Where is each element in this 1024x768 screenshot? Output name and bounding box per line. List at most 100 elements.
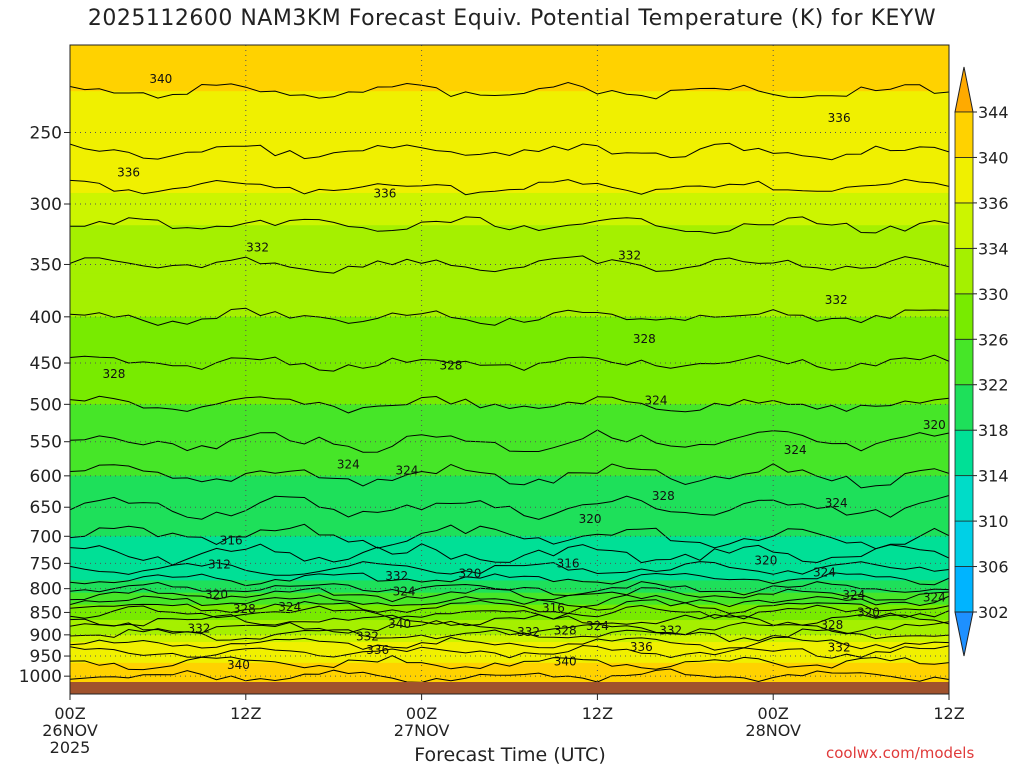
contour-line (70, 429, 949, 453)
field-band (70, 245, 949, 256)
field-band (70, 470, 949, 477)
field-band (70, 404, 949, 412)
field-band (70, 659, 949, 664)
field-band (70, 169, 949, 183)
field-band (70, 576, 949, 581)
field-band (70, 363, 949, 371)
field-band (70, 45, 949, 62)
field-band (70, 620, 949, 625)
contour-label: 324 (278, 600, 301, 614)
y-tick-label: 350 (30, 255, 62, 275)
field-band (70, 464, 949, 471)
field-band (70, 214, 949, 226)
field-band (70, 410, 949, 418)
y-tick-label: 400 (30, 308, 62, 328)
site-credit[interactable]: coolwx.com/models (826, 744, 975, 762)
contour-label: 332 (828, 641, 851, 655)
colorbar: 302 306 310 314 318 322 326 330 334 336 340 344 (954, 66, 1009, 657)
field-band (70, 588, 949, 594)
y-tick-label: 450 (30, 354, 62, 374)
contour-line (70, 594, 949, 608)
x-tick-year: 2025 (50, 738, 91, 757)
field-band (70, 638, 949, 643)
x-tick-label: 00Z (758, 704, 789, 723)
field-band (70, 669, 949, 674)
y-tick-label: 750 (30, 554, 62, 574)
y-tick-label: 650 (30, 498, 62, 518)
field-band (70, 91, 949, 107)
contour-line (70, 620, 949, 636)
colorbar-label: 326 (978, 330, 1009, 349)
contour-line (70, 599, 949, 615)
field-band (70, 282, 949, 293)
contour-label: 320 (579, 512, 602, 526)
contour-line (70, 307, 949, 326)
x-axis-label: Forecast Time (UTC) (414, 744, 606, 766)
colorbar-bin (954, 429, 974, 477)
colorbar-label: 318 (978, 421, 1009, 440)
field-surface-band (70, 676, 949, 682)
x-tick-date: 26NOV (42, 721, 98, 740)
field-band (70, 255, 949, 266)
contour-label: 340 (554, 654, 577, 668)
contour-label: 324 (842, 588, 865, 602)
contour-line (70, 178, 949, 196)
colorbar-label: 314 (978, 467, 1009, 486)
y-tick-label: 500 (30, 395, 62, 415)
field-band (70, 600, 949, 606)
plot-frame (69, 44, 950, 695)
contour-label: 320 (205, 587, 228, 601)
field-band (70, 316, 949, 326)
field-band (70, 526, 949, 533)
field-band (70, 592, 949, 598)
contour-label: 324 (337, 458, 360, 472)
field-band (70, 435, 949, 443)
field-band (70, 634, 949, 640)
contour-line (70, 523, 949, 550)
contour-label: 332 (385, 569, 408, 583)
field-band (70, 481, 949, 488)
field-band (70, 105, 949, 120)
field-band (70, 429, 949, 437)
field-band (70, 308, 949, 318)
x-tick-label: 12Z (230, 704, 261, 723)
contour-label: 324 (813, 566, 836, 580)
colorbar-label: 310 (978, 512, 1009, 531)
contour-line (70, 255, 949, 274)
contour-label: 320 (923, 418, 946, 432)
colorbar-bin (954, 475, 974, 522)
field-band (70, 273, 949, 284)
colorbar-bin (954, 338, 974, 386)
field-band (70, 540, 949, 547)
field-band (70, 132, 949, 146)
contour-label: 328 (820, 618, 843, 632)
contour-line (70, 354, 949, 372)
field-band (70, 417, 949, 425)
colorbar-bin (954, 520, 974, 567)
colorbar-label: 334 (978, 239, 1009, 258)
field-band (70, 536, 949, 542)
field-band (70, 157, 949, 171)
chart-title: 2025112600 NAM3KM Forecast Equiv. Potent… (87, 6, 937, 31)
field-band (70, 486, 949, 493)
colorbar-bin (954, 384, 974, 431)
ground-surface (70, 682, 949, 694)
contour-label: 324 (923, 590, 946, 604)
x-tick-label: 12Z (933, 704, 964, 723)
contour-label: 324 (825, 496, 848, 510)
colorbar-label: 340 (978, 148, 1009, 167)
contour-line (70, 636, 949, 651)
field-band (70, 204, 949, 216)
field-band (70, 522, 949, 528)
contour-line (70, 668, 949, 682)
contour-label: 320 (754, 554, 777, 568)
field-band (70, 512, 949, 518)
field-band (70, 370, 949, 378)
contour-label: 332 (187, 621, 210, 635)
contour-label: 332 (659, 623, 682, 637)
field-band (70, 384, 949, 392)
contour-line (70, 216, 949, 235)
contour-label: 332 (825, 293, 848, 307)
